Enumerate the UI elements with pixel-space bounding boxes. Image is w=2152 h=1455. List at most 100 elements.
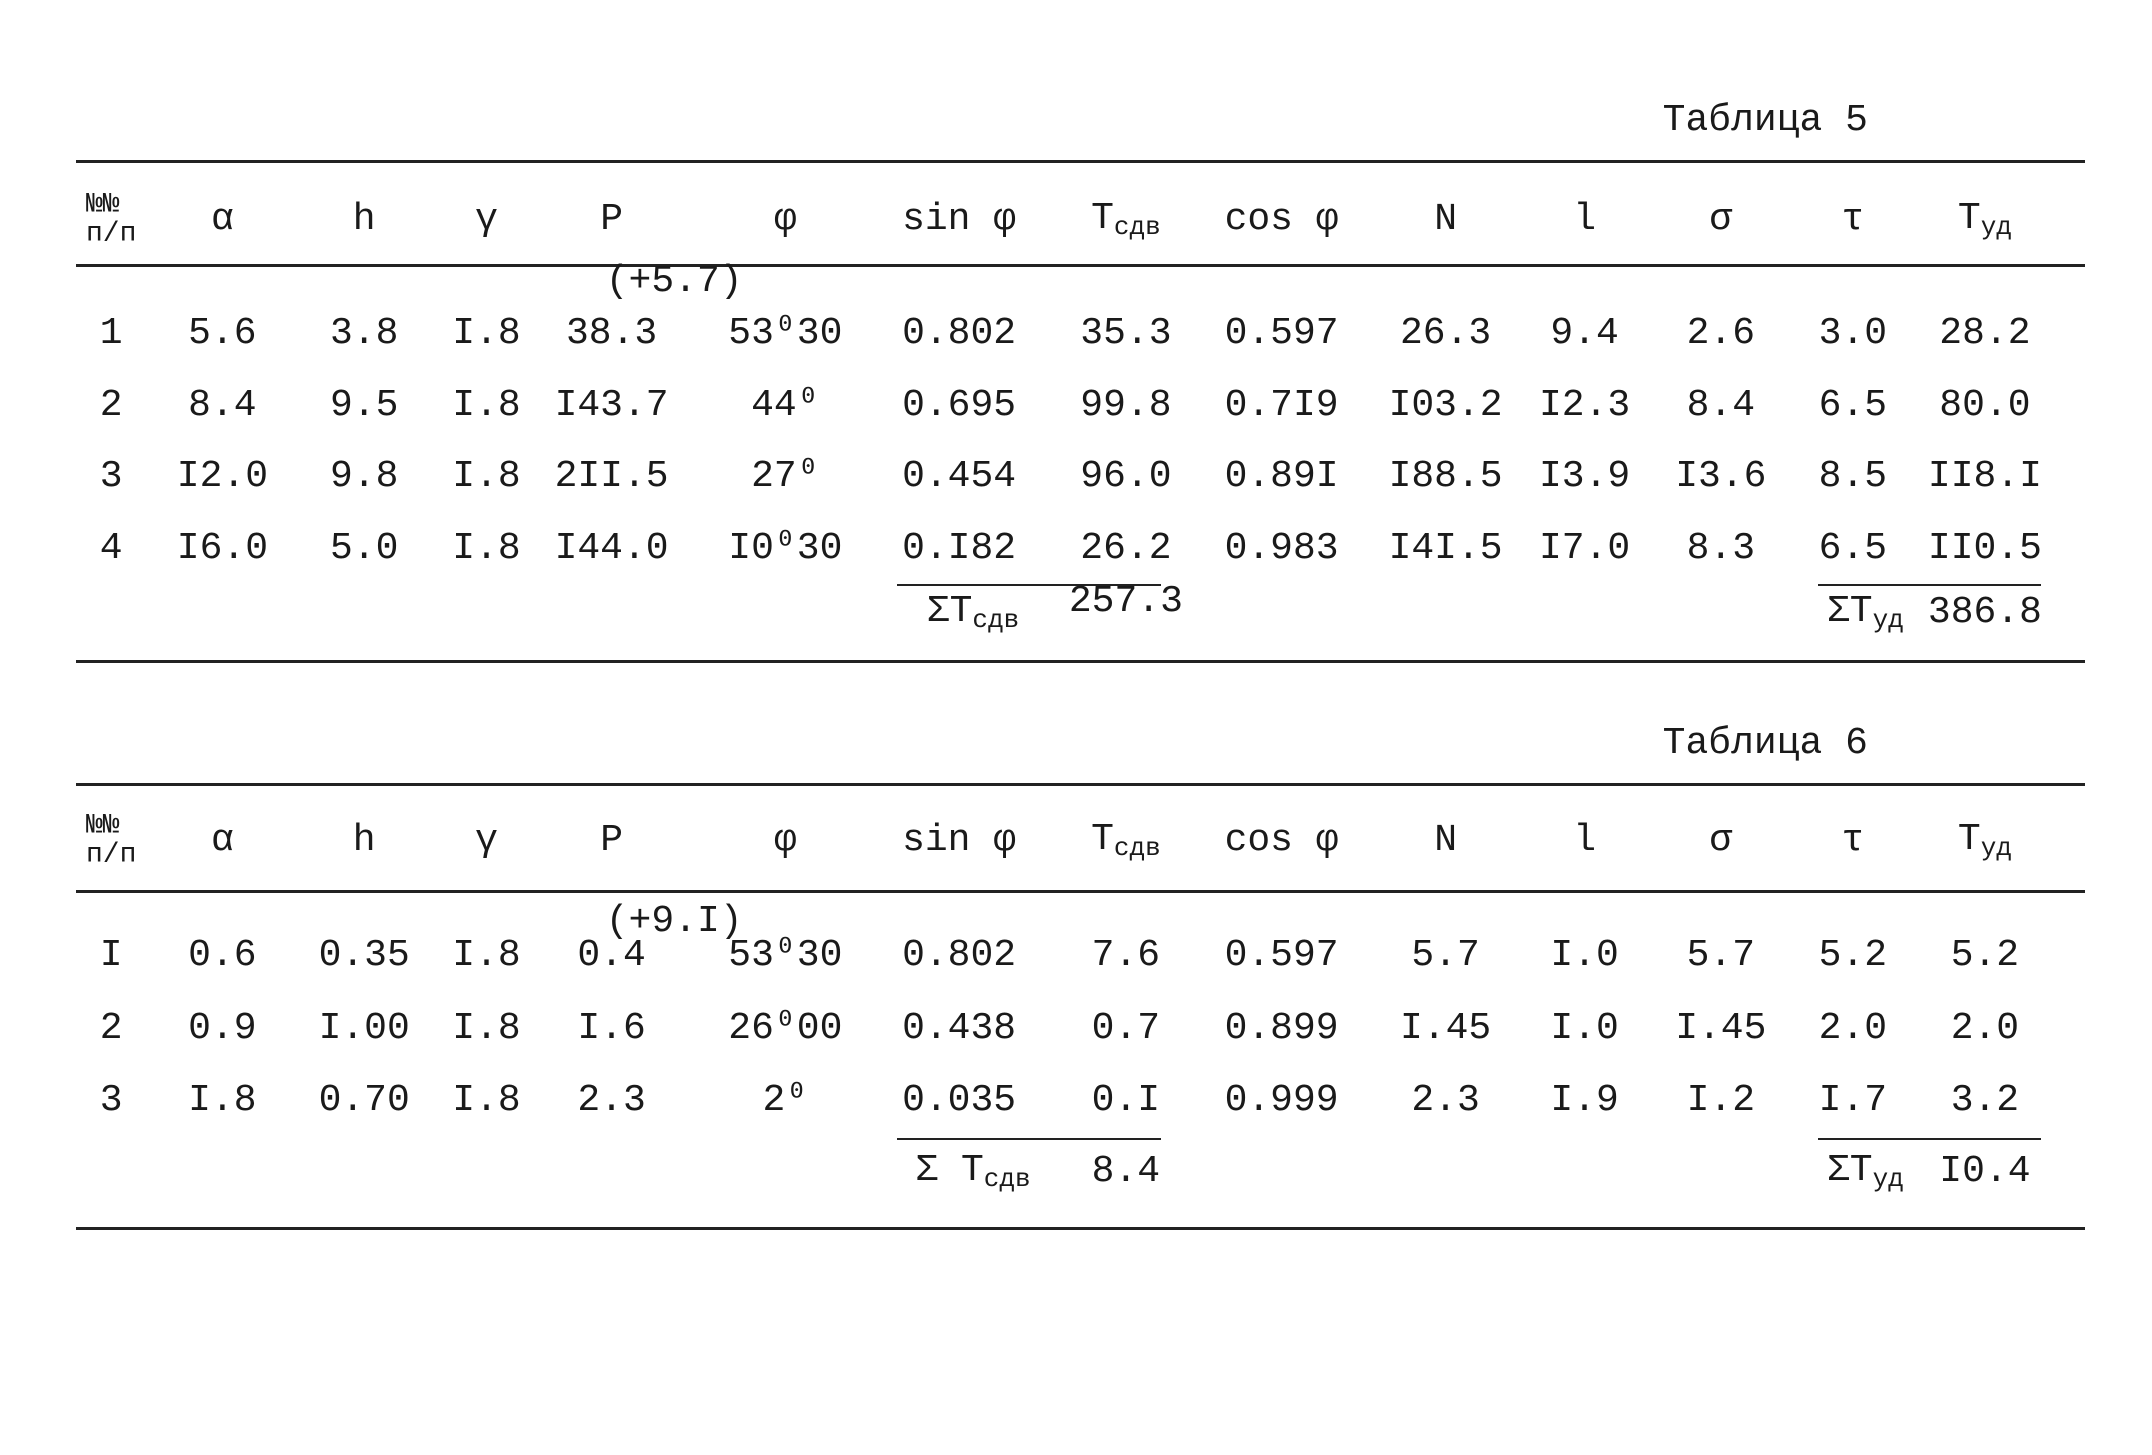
cell: II0.5: [1927, 527, 2042, 571]
column-header: α: [210, 197, 234, 241]
cell: 27⁰: [751, 454, 820, 498]
sum-label: Σ Tсдв: [915, 1148, 1031, 1194]
cell: 8.3: [1686, 527, 1756, 571]
subscript: сдв: [983, 1163, 1031, 1194]
cell: I.6: [577, 1006, 646, 1050]
cell: 6.5: [1818, 527, 1888, 571]
cell: 2.3: [577, 1078, 646, 1122]
cell: I.8: [452, 1006, 521, 1050]
cell: 0.9: [188, 1006, 257, 1050]
subscript: сдв: [972, 604, 1020, 635]
column-header: α: [210, 818, 234, 862]
column-header: τ: [1841, 818, 1865, 862]
cell: 5.7: [1411, 934, 1480, 978]
cell: 35.3: [1080, 311, 1172, 355]
cell: 0.999: [1224, 1078, 1339, 1122]
symbol: ΣT: [1826, 1148, 1873, 1192]
rule: [76, 782, 2085, 786]
subscript: уд: [1980, 832, 2012, 863]
cell: I3.6: [1675, 454, 1767, 498]
subscript: уд: [1872, 604, 1904, 635]
cell: 0.I: [1091, 1078, 1161, 1122]
sum-label: ΣTуд: [1826, 1148, 1904, 1192]
cell: I4I.5: [1388, 527, 1503, 571]
column-header: sin φ: [902, 818, 1017, 862]
cell: 0.6: [188, 934, 257, 978]
cell: I0⁰30: [728, 527, 843, 571]
column-header: σ: [1709, 818, 1733, 862]
cell: I.8: [188, 1078, 257, 1122]
cell: 0.899: [1224, 1006, 1339, 1050]
subscript: сдв: [1113, 211, 1161, 242]
cell: I.8: [452, 383, 521, 427]
column-header: cos φ: [1224, 197, 1339, 241]
cell: I.2: [1686, 1078, 1756, 1122]
sum-value: I0.4: [1939, 1149, 2031, 1193]
cell: 53⁰30: [728, 934, 843, 978]
cell: I.8: [452, 454, 521, 498]
rule: [76, 889, 2085, 893]
cell: I44.0: [554, 527, 669, 571]
symbol: Σ T: [915, 1148, 984, 1192]
cell: 0.35: [318, 934, 410, 978]
cell: 4: [99, 527, 123, 571]
cell: 2II.5: [554, 454, 669, 498]
cell: 3: [99, 1078, 123, 1122]
cell: 0.597: [1224, 934, 1339, 978]
cell: 1: [99, 311, 123, 355]
cell: I.45: [1399, 1006, 1492, 1050]
cell: I.0: [1550, 934, 1619, 978]
cell: 5.0: [329, 527, 399, 571]
column-header: φ: [773, 818, 797, 862]
cell: 9.5: [329, 383, 399, 427]
cell: 9.8: [329, 454, 399, 498]
cell: I.8: [452, 527, 521, 571]
subscript: сдв: [1113, 832, 1161, 863]
symbol: T: [1957, 817, 1981, 861]
cell: 0.597: [1224, 311, 1339, 355]
cell: I.0: [1550, 1006, 1619, 1050]
sum-value: 386.8: [1927, 590, 2042, 634]
column-header: γ: [475, 818, 498, 862]
column-header: sin φ: [902, 197, 1017, 241]
rule: [76, 1227, 2085, 1231]
column-header: N: [1434, 197, 1457, 241]
cell: 2.3: [1411, 1078, 1480, 1122]
symbol: ΣT: [926, 589, 973, 633]
sum-label: ΣTуд: [1827, 592, 1904, 635]
sum-value: 257.3: [1068, 579, 1183, 623]
cell: 0.454: [902, 454, 1017, 498]
symbol: T: [1957, 196, 1981, 240]
column-header: P: [600, 818, 623, 862]
subscript: уд: [1980, 211, 2012, 242]
cell: 8.5: [1818, 454, 1888, 498]
cell: 3.2: [1950, 1078, 2020, 1122]
cell: 44⁰: [751, 383, 820, 427]
rule: [76, 660, 2085, 664]
cell: 3: [99, 454, 123, 498]
cell: 2.0: [1818, 1006, 1888, 1050]
table-caption: Таблица 6: [1662, 721, 1868, 765]
cell: 38.3: [565, 311, 658, 355]
p-note: (+5.7): [605, 260, 743, 304]
cell: 2: [99, 1006, 123, 1050]
cell: 3.0: [1818, 311, 1888, 355]
cell: II8.I: [1927, 454, 2042, 498]
cell: 2.0: [1950, 1006, 2020, 1050]
cell: 0.89I: [1224, 454, 1339, 498]
cell: I6.0: [176, 527, 268, 571]
column-header: Tуд: [1957, 196, 2012, 242]
cell: 26.3: [1399, 311, 1492, 355]
cell: 5.2: [1950, 934, 2020, 978]
sum-label: ΣTсдв: [926, 589, 1020, 635]
sum-value: 8.4: [1091, 1149, 1161, 1193]
cell: 2: [99, 383, 123, 427]
cell: I.00: [318, 1006, 410, 1050]
cell: 99.8: [1080, 383, 1172, 427]
cell: 0.I82: [902, 527, 1017, 571]
cell: I.8: [452, 1078, 521, 1122]
cell: 0.4: [577, 934, 646, 978]
cell: I.45: [1675, 1006, 1767, 1050]
cell: I43.7: [554, 383, 669, 427]
column-header: P: [600, 197, 623, 241]
